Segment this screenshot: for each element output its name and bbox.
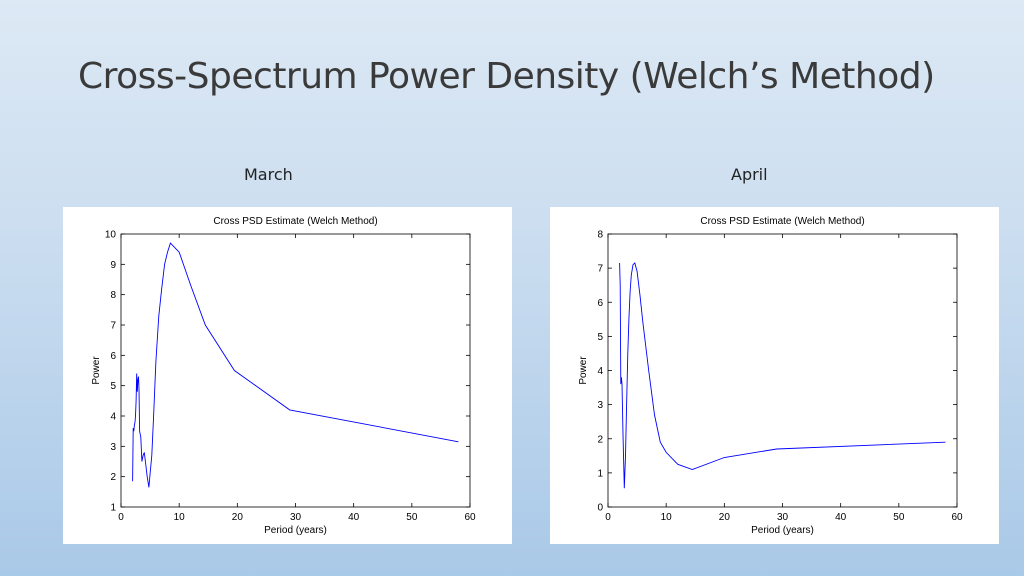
y-axis-label: Power (91, 356, 102, 385)
x-tick-label: 40 (835, 512, 847, 523)
x-tick-label: 40 (348, 512, 360, 523)
y-tick-label: 4 (597, 366, 603, 377)
chart-march: Cross PSD Estimate (Welch Method) 0 10 20 30… (91, 216, 476, 536)
y-tick-label: 8 (110, 290, 116, 301)
y-tick-label: 0 (597, 503, 603, 514)
plot-frame (120, 233, 471, 508)
x-tick-label: 10 (661, 512, 673, 523)
y-tick-label: 5 (110, 381, 116, 392)
x-tick-label: 60 (464, 512, 476, 523)
y-tick-label: 2 (110, 472, 116, 483)
y-tick-label: 4 (110, 412, 116, 423)
x-tick-label: 10 (174, 512, 186, 523)
y-tick-label: 2 (597, 434, 603, 445)
chart-title: Cross PSD Estimate (Welch Method) (700, 216, 864, 227)
caption-march: March (244, 165, 293, 184)
y-tick-label: 6 (110, 351, 116, 362)
y-tick-label: 1 (110, 503, 116, 514)
y-tick-label: 6 (597, 298, 603, 309)
x-tick-label: 20 (232, 512, 244, 523)
chart-panel-march: Cross PSD Estimate (Welch Method) 0 10 20 30… (63, 207, 512, 544)
x-tick-label: 0 (118, 512, 124, 523)
y-tick-label: 3 (110, 442, 116, 453)
series-line (619, 262, 946, 489)
y-tick-label: 3 (597, 400, 603, 411)
x-tick-label: 50 (893, 512, 905, 523)
slide-title: Cross-Spectrum Power Density (Welch’s Me… (78, 56, 935, 97)
chart-panel-april: Cross PSD Estimate (Welch Method) 0 10 20 30… (550, 207, 999, 544)
x-tick-label: 0 (605, 512, 611, 523)
y-tick-label: 7 (597, 264, 603, 275)
y-axis-label: Power (578, 356, 589, 385)
x-axis-label: Period (years) (264, 525, 327, 536)
x-tick-label: 30 (777, 512, 789, 523)
y-tick-label: 5 (597, 332, 603, 343)
series-line (132, 242, 459, 488)
chart-april: Cross PSD Estimate (Welch Method)0 10 20 30… (578, 216, 963, 536)
x-axis-label: Period (years) (751, 525, 814, 536)
y-tick-label: 10 (105, 230, 117, 241)
x-tick-label: 30 (290, 512, 302, 523)
x-tick-label: 20 (719, 512, 731, 523)
x-tick-label: 60 (951, 512, 963, 523)
y-tick-label: 7 (110, 321, 116, 332)
chart-title: Cross PSD Estimate (Welch Method) (213, 216, 377, 227)
plot-frame (607, 233, 958, 508)
caption-april: April (731, 165, 768, 184)
y-tick-label: 1 (597, 468, 603, 479)
x-tick-label: 50 (406, 512, 418, 523)
y-tick-label: 8 (597, 230, 603, 241)
y-tick-label: 9 (110, 260, 116, 271)
